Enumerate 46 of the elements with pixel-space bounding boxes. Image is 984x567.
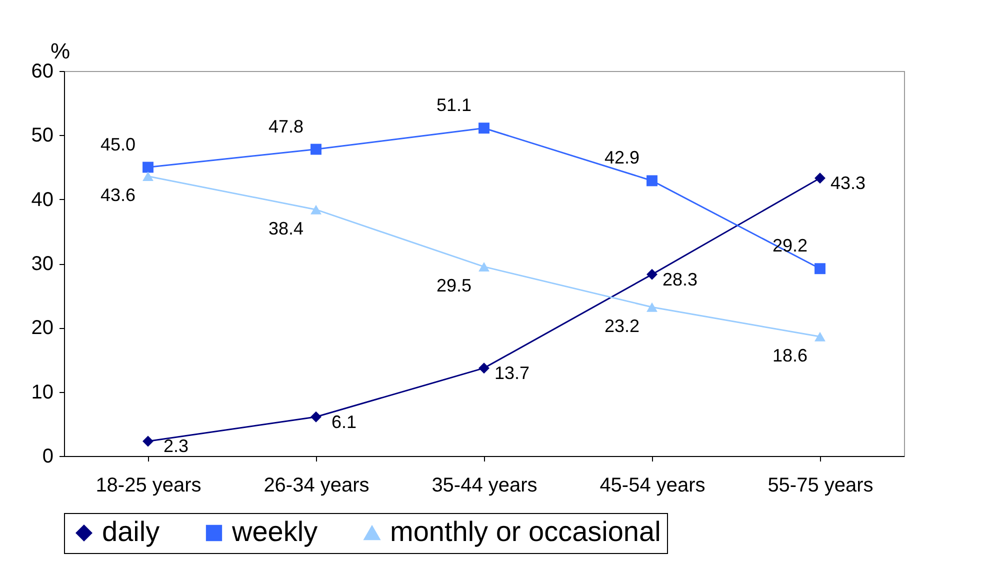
x-tick-label: 45-54 years bbox=[600, 474, 706, 496]
point bbox=[142, 171, 154, 181]
point bbox=[814, 263, 826, 274]
data-label: 42.9 bbox=[604, 148, 640, 168]
data-label: 18.6 bbox=[772, 346, 808, 366]
point bbox=[142, 162, 154, 173]
data-label: 43.3 bbox=[830, 173, 866, 194]
y-tick-label: 20 bbox=[31, 317, 54, 340]
data-label: 29.5 bbox=[436, 276, 472, 296]
data-label: 23.2 bbox=[604, 316, 640, 336]
point bbox=[646, 302, 658, 312]
point bbox=[310, 411, 322, 422]
y-tick-label: 60 bbox=[31, 60, 54, 82]
y-tick-label: 50 bbox=[31, 124, 54, 147]
y-tick-label: 10 bbox=[31, 381, 54, 404]
x-tick-label: 26-34 years bbox=[264, 474, 370, 496]
data-label: 6.1 bbox=[331, 412, 357, 432]
data-label: 51.1 bbox=[436, 95, 472, 116]
data-label: 38.4 bbox=[268, 218, 304, 239]
data-label: 29.2 bbox=[772, 236, 808, 256]
data-label: 28.3 bbox=[662, 269, 698, 290]
x-tick-label: 55-75 years bbox=[768, 474, 874, 496]
point bbox=[478, 262, 490, 272]
legend-label: monthly or occasional bbox=[390, 516, 661, 547]
y-tick-label: 30 bbox=[31, 253, 54, 275]
y-axis-title: % bbox=[50, 38, 70, 64]
point bbox=[478, 122, 490, 134]
point bbox=[646, 175, 658, 186]
point bbox=[814, 332, 826, 342]
x-tick-label: 18-25 years bbox=[96, 474, 202, 496]
data-label: 2.3 bbox=[163, 436, 189, 456]
point bbox=[478, 362, 490, 374]
point bbox=[142, 436, 154, 447]
point bbox=[646, 268, 658, 280]
point bbox=[814, 172, 826, 184]
data-label: 43.6 bbox=[100, 185, 136, 206]
data-label: 45.0 bbox=[100, 134, 136, 154]
x-tick-label: 35-44 years bbox=[432, 474, 538, 496]
data-label: 13.7 bbox=[494, 363, 530, 384]
y-tick-label: 40 bbox=[31, 188, 54, 211]
legend-label: daily bbox=[102, 516, 160, 547]
legend-label: weekly bbox=[231, 516, 318, 547]
point bbox=[310, 144, 322, 155]
y-tick-label: 0 bbox=[42, 446, 54, 468]
point bbox=[310, 204, 322, 214]
data-label: 47.8 bbox=[268, 116, 304, 136]
